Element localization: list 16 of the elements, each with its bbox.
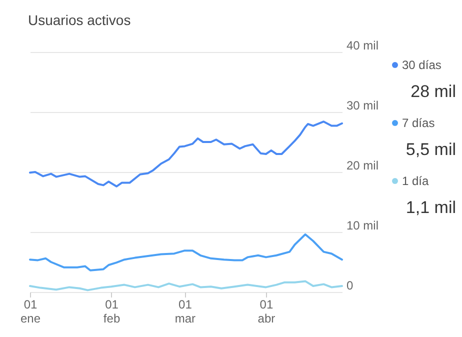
y-tick-label: 20 mil: [346, 158, 379, 172]
x-tick-label: 01 abr: [258, 298, 276, 326]
chart-title: Usuarios activos: [28, 12, 131, 28]
text: 28 mil: [410, 82, 456, 102]
x-tick-label: 01 mar: [174, 298, 196, 326]
y-tick-label: 30 mil: [346, 98, 379, 112]
text: 1,1 mil: [404, 198, 456, 218]
legend-label: 1 día: [402, 174, 429, 188]
x-tick-label: 01 feb: [103, 298, 120, 326]
legend-label: 7 días: [402, 116, 435, 130]
legend-label: 30 días: [402, 58, 442, 72]
y-tick-label: 40 mil: [346, 38, 379, 52]
y-tick-label: 10 mil: [346, 218, 379, 232]
y-tick-label: 0: [346, 278, 354, 292]
text: 5,5 mil: [404, 140, 456, 160]
x-tick-label: 01 ene: [20, 298, 41, 326]
